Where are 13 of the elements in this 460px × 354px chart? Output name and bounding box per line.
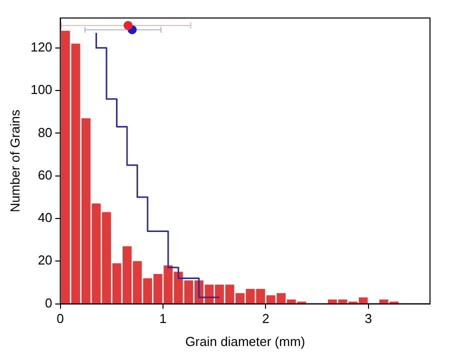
x-tick-label: 2 — [262, 311, 270, 326]
y-tick-label: 120 — [30, 39, 52, 54]
y-tick-label: 40 — [38, 210, 52, 226]
y-tick-label: 20 — [38, 252, 52, 268]
x-axis-title: Grain diameter (mm) — [185, 334, 306, 349]
x-tick-label: 3 — [364, 311, 372, 326]
y-tick-label: 60 — [38, 167, 52, 182]
x-tick-label: 0 — [56, 311, 64, 326]
y-tick-label: 100 — [30, 82, 52, 98]
y-axis-title: Number of Grains — [7, 109, 22, 212]
y-tick-label: 80 — [38, 124, 52, 140]
x-tick-label: 1 — [159, 311, 167, 326]
y-tick-label: 0 — [45, 295, 52, 310]
